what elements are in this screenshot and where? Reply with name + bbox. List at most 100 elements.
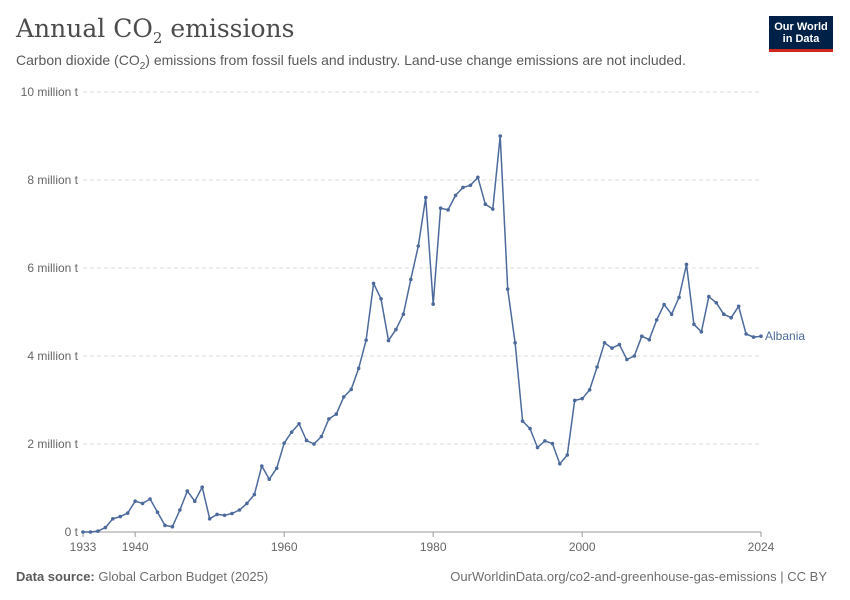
data-point[interactable] bbox=[736, 304, 741, 309]
data-point[interactable] bbox=[528, 426, 532, 431]
data-point[interactable] bbox=[386, 338, 391, 343]
data-point[interactable] bbox=[476, 175, 480, 180]
data-point[interactable] bbox=[327, 417, 331, 421]
data-point[interactable] bbox=[274, 466, 279, 471]
data-point[interactable] bbox=[587, 388, 592, 392]
data-point[interactable] bbox=[535, 445, 540, 450]
data-point[interactable] bbox=[312, 442, 316, 446]
data-point[interactable] bbox=[394, 327, 398, 332]
data-point[interactable] bbox=[245, 501, 249, 506]
data-point[interactable] bbox=[617, 342, 622, 347]
data-point[interactable] bbox=[140, 501, 145, 506]
data-point[interactable] bbox=[133, 499, 137, 504]
data-point[interactable] bbox=[453, 193, 458, 198]
data-point[interactable] bbox=[155, 510, 160, 514]
data-point[interactable] bbox=[662, 302, 666, 307]
data-point[interactable] bbox=[96, 529, 100, 533]
data-point[interactable] bbox=[580, 396, 584, 401]
owid-logo[interactable]: Our World in Data bbox=[769, 16, 833, 52]
data-point[interactable] bbox=[88, 530, 93, 534]
data-point[interactable] bbox=[446, 208, 450, 212]
data-point[interactable] bbox=[319, 434, 324, 439]
data-point[interactable] bbox=[409, 277, 413, 282]
data-point[interactable] bbox=[185, 489, 190, 493]
data-point[interactable] bbox=[461, 185, 465, 190]
data-point[interactable] bbox=[267, 477, 272, 482]
data-point[interactable] bbox=[639, 334, 644, 339]
data-point[interactable] bbox=[401, 312, 406, 317]
data-point[interactable] bbox=[364, 338, 368, 342]
data-point[interactable] bbox=[297, 421, 301, 426]
data-point[interactable] bbox=[192, 499, 197, 504]
data-point[interactable] bbox=[513, 341, 517, 345]
data-point[interactable] bbox=[625, 357, 629, 362]
data-point[interactable] bbox=[260, 464, 264, 468]
data-point[interactable] bbox=[125, 511, 130, 515]
data-point[interactable] bbox=[341, 395, 346, 399]
data-point[interactable] bbox=[438, 206, 443, 210]
data-point[interactable] bbox=[520, 419, 525, 423]
chart-title: Annual CO2 emissions bbox=[16, 14, 295, 47]
data-source: Data source: Global Carbon Budget (2025) bbox=[16, 569, 268, 584]
data-point[interactable] bbox=[356, 366, 361, 371]
data-point[interactable] bbox=[692, 322, 696, 327]
data-point[interactable] bbox=[684, 262, 689, 267]
data-point[interactable] bbox=[148, 497, 152, 501]
data-point[interactable] bbox=[751, 335, 756, 339]
data-point[interactable] bbox=[282, 441, 286, 445]
data-point[interactable] bbox=[207, 517, 212, 521]
series-label[interactable]: Albania bbox=[765, 329, 805, 343]
data-point[interactable] bbox=[200, 485, 205, 489]
data-point[interactable] bbox=[222, 513, 227, 518]
data-point[interactable] bbox=[550, 441, 555, 446]
data-point[interactable] bbox=[744, 332, 748, 336]
data-point[interactable] bbox=[669, 312, 674, 317]
data-point[interactable] bbox=[371, 281, 376, 286]
data-point[interactable] bbox=[237, 508, 242, 512]
data-point[interactable] bbox=[558, 462, 562, 466]
data-point[interactable] bbox=[543, 439, 547, 443]
data-point[interactable] bbox=[654, 318, 659, 322]
data-point[interactable] bbox=[565, 453, 570, 457]
source-url-license[interactable]: OurWorldinData.org/co2-and-greenhouse-ga… bbox=[450, 569, 827, 584]
y-tick-label: 4 million t bbox=[27, 349, 78, 363]
data-point[interactable] bbox=[647, 337, 652, 342]
data-point[interactable] bbox=[707, 294, 711, 299]
data-point[interactable] bbox=[759, 334, 763, 339]
data-point[interactable] bbox=[431, 302, 435, 306]
data-point[interactable] bbox=[677, 295, 681, 300]
data-point[interactable] bbox=[610, 346, 614, 350]
data-point[interactable] bbox=[699, 330, 704, 334]
data-point[interactable] bbox=[632, 354, 637, 358]
data-point[interactable] bbox=[230, 511, 234, 516]
data-point[interactable] bbox=[170, 524, 175, 529]
data-point[interactable] bbox=[103, 525, 108, 530]
data-point[interactable] bbox=[721, 312, 726, 317]
data-point[interactable] bbox=[572, 398, 577, 403]
data-point[interactable] bbox=[349, 387, 354, 392]
data-point[interactable] bbox=[163, 523, 167, 528]
data-source-value[interactable]: Global Carbon Budget (2025) bbox=[94, 569, 269, 584]
data-point[interactable] bbox=[304, 438, 309, 443]
series-line[interactable] bbox=[83, 135, 762, 533]
data-point[interactable] bbox=[729, 315, 733, 320]
data-point[interactable] bbox=[423, 195, 428, 200]
data-point[interactable] bbox=[252, 492, 257, 497]
data-point[interactable] bbox=[289, 430, 294, 434]
data-point[interactable] bbox=[498, 134, 503, 138]
data-point[interactable] bbox=[416, 244, 421, 248]
data-point[interactable] bbox=[602, 341, 607, 345]
data-point[interactable] bbox=[595, 365, 599, 369]
data-point[interactable] bbox=[483, 202, 488, 206]
data-point[interactable] bbox=[334, 412, 339, 416]
data-point[interactable] bbox=[490, 207, 495, 211]
data-point[interactable] bbox=[379, 297, 383, 301]
data-point[interactable] bbox=[178, 508, 182, 512]
data-point[interactable] bbox=[81, 530, 85, 534]
data-point[interactable] bbox=[111, 517, 115, 521]
data-point[interactable] bbox=[714, 300, 719, 305]
data-point[interactable] bbox=[468, 183, 473, 188]
data-point[interactable] bbox=[505, 287, 510, 291]
data-point[interactable] bbox=[215, 512, 219, 517]
data-point[interactable] bbox=[118, 514, 123, 519]
